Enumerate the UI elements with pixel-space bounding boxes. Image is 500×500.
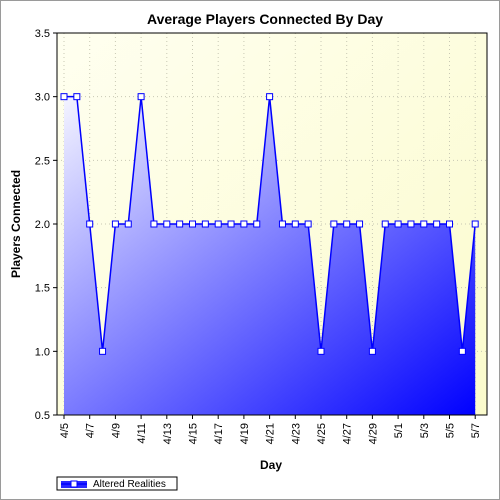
- data-point: [73, 93, 81, 101]
- x-tick-label: 5/1: [393, 423, 405, 438]
- data-point: [163, 220, 171, 228]
- y-tick-label: 3.5: [35, 28, 50, 40]
- x-tick-label: 5/3: [419, 423, 431, 438]
- data-point: [137, 93, 145, 101]
- x-tick-label: 4/9: [110, 423, 122, 438]
- data-point: [60, 93, 68, 101]
- x-axis: 4/5 4/7 4/9 4/11 4/13 4/15 4/17 4/19 4/21 4/23 4/2…: [59, 415, 482, 444]
- data-point: [124, 220, 132, 228]
- data-point: [278, 220, 286, 228]
- y-tick-label: 1.0: [35, 346, 50, 358]
- data-point: [150, 220, 158, 228]
- data-point: [330, 220, 338, 228]
- x-tick-label: 4/25: [316, 423, 328, 444]
- data-point: [420, 220, 428, 228]
- data-point: [86, 220, 94, 228]
- y-tick-label: 2.5: [35, 155, 50, 167]
- data-point: [433, 220, 441, 228]
- legend-label: Altered Realities: [93, 479, 166, 490]
- y-tick-label: 0.5: [35, 410, 50, 422]
- x-tick-label: 4/7: [85, 423, 97, 438]
- x-axis-label: Day: [260, 458, 282, 472]
- data-point: [304, 220, 312, 228]
- data-point: [111, 220, 119, 228]
- data-point: [458, 347, 466, 355]
- x-tick-label: 5/7: [470, 423, 482, 438]
- data-point: [471, 220, 479, 228]
- data-point: [407, 220, 415, 228]
- data-point: [201, 220, 209, 228]
- data-point: [253, 220, 261, 228]
- data-point: [227, 220, 235, 228]
- data-point: [189, 220, 196, 228]
- y-tick-label: 3.0: [35, 92, 50, 104]
- data-point: [266, 93, 274, 101]
- data-point: [214, 220, 222, 228]
- x-tick-label: 4/15: [188, 423, 200, 444]
- data-point: [99, 347, 107, 355]
- legend: Altered Realities: [56, 476, 178, 491]
- chart-title: Average Players Connected By Day: [147, 11, 383, 27]
- x-tick-label: 4/11: [136, 423, 148, 444]
- data-point: [446, 220, 453, 228]
- x-tick-label: 4/23: [290, 423, 302, 444]
- series-area: [64, 96, 476, 416]
- y-tick-label: 2.0: [35, 219, 50, 231]
- y-axis-label: Players Connected: [9, 170, 23, 278]
- data-point: [394, 220, 402, 228]
- data-point: [381, 220, 389, 228]
- legend-marker: [70, 480, 78, 488]
- data-point: [343, 220, 351, 228]
- data-point: [240, 220, 248, 228]
- x-tick-label: 4/17: [213, 423, 225, 444]
- data-point: [317, 347, 325, 355]
- points-layer: [60, 93, 479, 355]
- x-tick-label: 4/19: [239, 423, 251, 444]
- x-tick-label: 4/5: [59, 423, 71, 438]
- x-tick-label: 4/29: [367, 423, 379, 444]
- data-point: [176, 220, 184, 228]
- x-tick-label: 4/21: [265, 423, 277, 444]
- data-point: [356, 220, 364, 228]
- x-tick-label: 4/13: [162, 423, 174, 444]
- x-tick-label: 5/5: [445, 423, 457, 438]
- y-axis: 0.5 1.0 1.5 2.0 2.5 3.0 3.5: [35, 28, 57, 422]
- data-point: [368, 347, 376, 355]
- y-tick-label: 1.5: [35, 283, 50, 295]
- x-tick-label: 4/27: [342, 423, 354, 444]
- data-point: [291, 220, 299, 228]
